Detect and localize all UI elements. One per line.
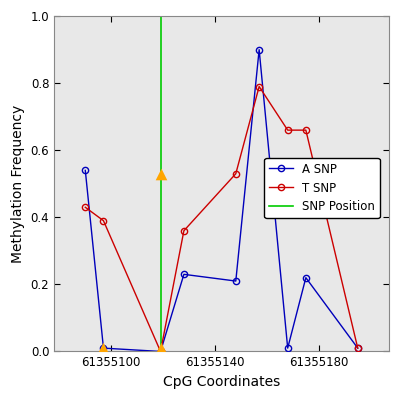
Y-axis label: Methylation Frequency: Methylation Frequency [11, 105, 25, 263]
X-axis label: CpG Coordinates: CpG Coordinates [163, 375, 280, 389]
Point [157, 345, 164, 351]
Point [100, 345, 107, 351]
Point [157, 170, 164, 177]
Legend: A SNP, T SNP, SNP Position: A SNP, T SNP, SNP Position [264, 158, 380, 218]
